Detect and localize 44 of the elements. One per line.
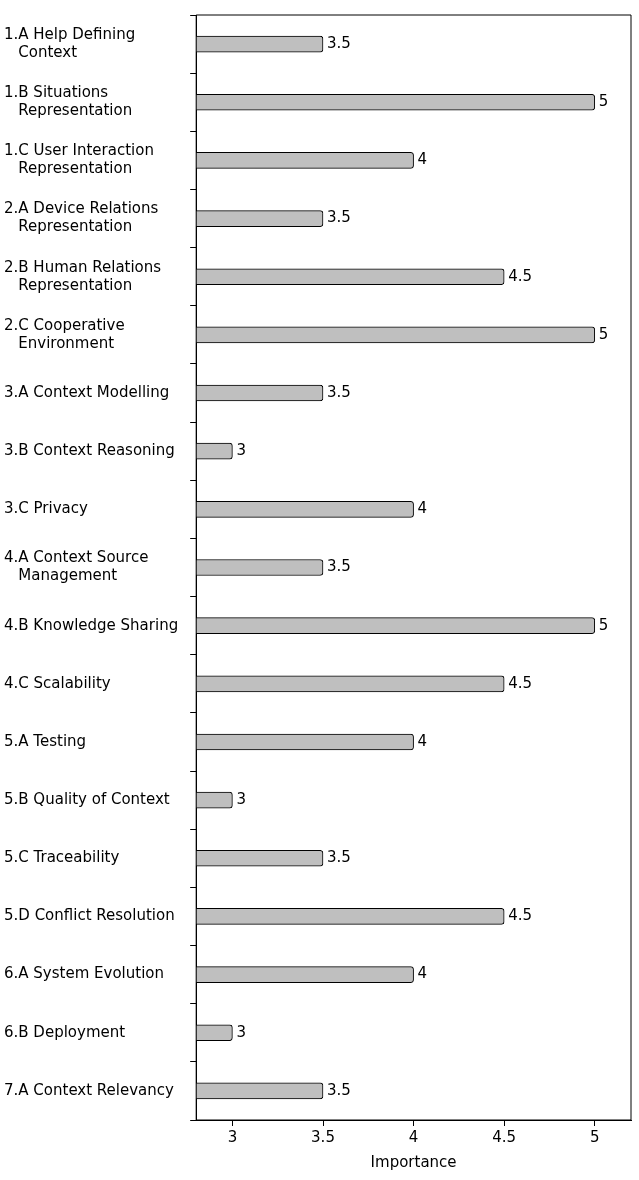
y-tick-label: 6.A System Evolution [4,964,164,983]
y-tick-label: 1.C User Interaction Representation [4,141,154,178]
y-tick-label: 2.A Device Relations Representation [4,199,159,236]
data-label: 4 [417,499,428,518]
y-tick-label: 3.C Privacy [4,499,88,518]
x-tick-label: 4 [408,1127,419,1146]
data-label: 3.5 [327,33,351,52]
x-tick-label: 3.5 [311,1127,335,1146]
data-label: 4.5 [508,673,533,692]
data-label: 5 [598,615,609,634]
y-tick-label: 2.B Human Relations Representation [4,257,162,294]
x-axis-title: Importance [370,1152,457,1171]
y-tick-label: 5.A Testing [4,731,87,750]
data-label: 4.5 [508,266,533,285]
x-tick-label: 4.5 [492,1127,517,1146]
y-tick-label: 6.B Deployment [4,1022,126,1041]
data-label: 3.5 [327,208,351,227]
y-tick-label: 2.C Cooperative Environment [4,315,125,352]
data-label: 4 [417,731,428,750]
data-label: 5 [598,92,609,111]
data-label: 3 [236,790,246,809]
x-tick-label: 5 [589,1127,600,1146]
x-tick-label: 3 [227,1127,238,1146]
data-label: 3 [236,441,246,460]
y-tick-label: 5.D Conflict Resolution [4,906,175,925]
data-label: 3.5 [327,1080,351,1099]
y-tick-label: 4.C Scalability [4,673,111,692]
data-label: 3.5 [327,382,351,401]
data-label: 3.5 [327,557,351,576]
y-tick-label: 3.B Context Reasoning [4,441,175,460]
y-tick-label: 7.A Context Relevancy [4,1080,175,1099]
data-label: 4 [417,150,428,169]
data-label: 4.5 [508,906,533,925]
data-label: 4 [417,964,428,983]
y-tick-label: 4.A Context Source Management [4,548,149,585]
data-label: 5 [598,324,609,343]
data-label: 3 [236,1022,246,1041]
y-tick-label: 1.A Help Defining Context [4,24,136,61]
y-tick-label: 5.C Traceability [4,848,120,867]
data-label: 3.5 [327,848,351,867]
y-tick-label: 1.B Situations Representation [4,83,133,120]
y-tick-label: 5.B Quality of Context [4,790,170,809]
y-tick-label: 4.B Knowledge Sharing [4,615,179,634]
y-tick-label: 3.A Context Modelling [4,382,170,401]
